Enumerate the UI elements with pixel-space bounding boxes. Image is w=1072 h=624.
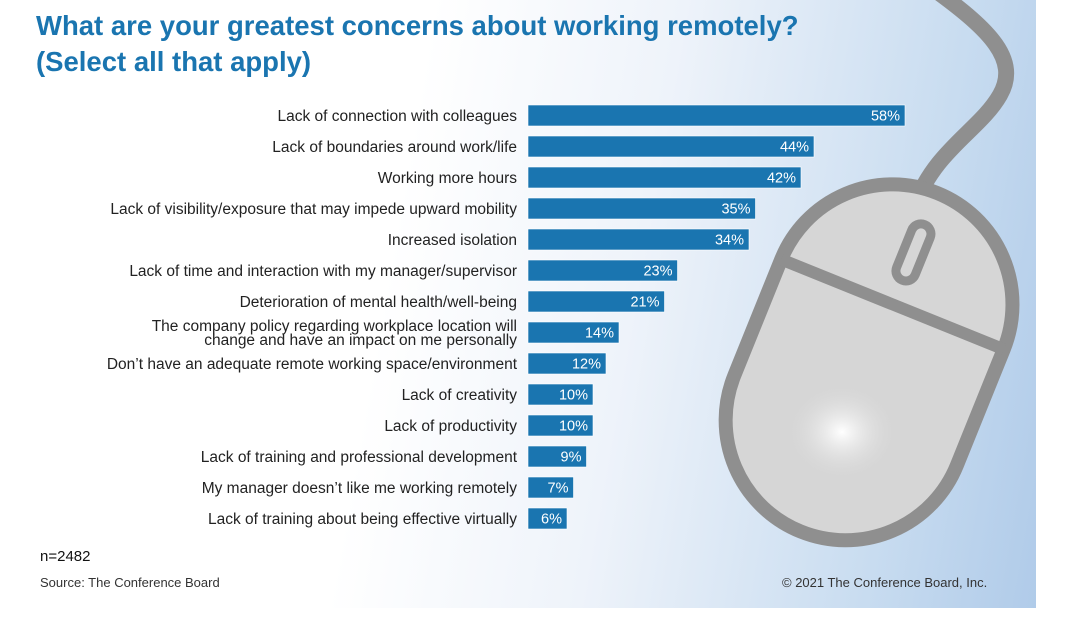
category-label: The company policy regarding workplace l… bbox=[152, 318, 517, 335]
data-label: 9% bbox=[561, 450, 582, 466]
bar bbox=[527, 445, 587, 468]
bar bbox=[527, 507, 568, 530]
category-label: Don’t have an adequate remote working sp… bbox=[107, 356, 518, 373]
bar bbox=[527, 476, 574, 499]
bar bbox=[527, 228, 750, 251]
data-label: 14% bbox=[585, 326, 614, 342]
bar bbox=[527, 383, 594, 406]
data-label: 35% bbox=[721, 202, 750, 218]
bar bbox=[527, 135, 815, 158]
computer-mouse-illustration bbox=[718, 0, 1020, 548]
bar bbox=[527, 414, 594, 437]
category-label: Increased isolation bbox=[388, 232, 517, 249]
bar bbox=[527, 352, 607, 375]
data-label: 44% bbox=[780, 140, 809, 156]
category-label: Lack of boundaries around work/life bbox=[272, 139, 517, 156]
category-label: Lack of time and interaction with my man… bbox=[129, 263, 517, 280]
chart-panel: What are your greatest concerns about wo… bbox=[0, 0, 1036, 608]
data-label: 7% bbox=[548, 481, 569, 497]
bar bbox=[527, 197, 756, 220]
data-label: 10% bbox=[559, 419, 588, 435]
copyright-note: © 2021 The Conference Board, Inc. bbox=[782, 575, 988, 590]
category-label: Deterioration of mental health/well-bein… bbox=[240, 294, 517, 311]
category-label: My manager doesn’t like me working remot… bbox=[202, 480, 518, 497]
category-label: Lack of productivity bbox=[384, 418, 517, 435]
category-label: Lack of training and professional develo… bbox=[201, 449, 518, 466]
source-note: Source: The Conference Board bbox=[40, 575, 220, 590]
data-label: 58% bbox=[871, 109, 900, 125]
mouse-cable bbox=[907, 0, 1015, 213]
category-label: Lack of creativity bbox=[402, 387, 518, 404]
sample-size: n=2482 bbox=[40, 548, 91, 565]
data-label: 23% bbox=[643, 264, 672, 280]
category-label: change and have an impact on me personal… bbox=[204, 332, 517, 349]
category-label: Lack of training about being effective v… bbox=[208, 511, 517, 528]
bar-chart: 58% Lack of connection with colleagues 44%… bbox=[107, 104, 906, 530]
bar bbox=[527, 166, 802, 189]
category-label: Working more hours bbox=[378, 170, 518, 187]
chart-title-line-2: (Select all that apply) bbox=[36, 46, 312, 77]
bar bbox=[527, 104, 906, 127]
data-label: 21% bbox=[630, 295, 659, 311]
bar bbox=[527, 321, 620, 344]
category-label: Lack of visibility/exposure that may imp… bbox=[110, 201, 517, 218]
bar bbox=[527, 290, 665, 313]
chart-title-line-1: What are your greatest concerns about wo… bbox=[36, 10, 799, 41]
data-label: 42% bbox=[767, 171, 796, 187]
data-label: 34% bbox=[715, 233, 744, 249]
category-label: Lack of connection with colleagues bbox=[277, 108, 517, 125]
data-label: 6% bbox=[541, 512, 562, 528]
data-label: 12% bbox=[572, 357, 601, 373]
chart-title: What are your greatest concerns about wo… bbox=[36, 8, 996, 80]
bar bbox=[527, 259, 678, 282]
data-label: 10% bbox=[559, 388, 588, 404]
